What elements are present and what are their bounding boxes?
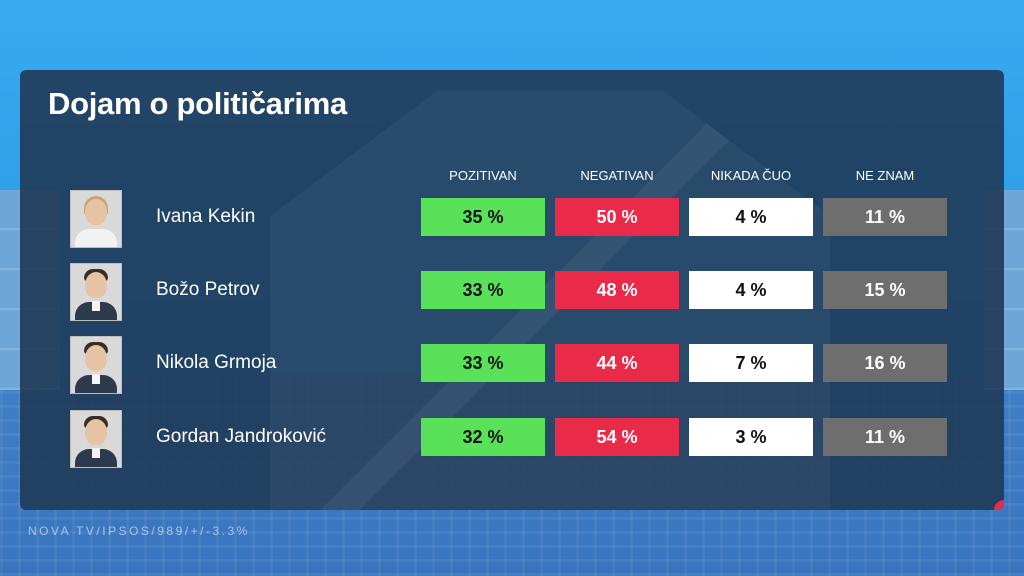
politician-name: Gordan Jandroković (156, 426, 327, 447)
value-negativan: 48 % (555, 271, 679, 309)
portrait-man-icon (70, 263, 122, 321)
column-header-pozitivan: POZITIVAN (449, 168, 517, 183)
value-pozitivan: 35 % (421, 198, 545, 236)
source-caption: NOVA TV/IPSOS/989/+/-3.3% (28, 524, 250, 538)
value-pozitivan: 32 % (421, 418, 545, 456)
portrait-man-icon (70, 410, 122, 468)
value-ne-znam: 11 % (823, 418, 947, 456)
politician-row: Božo Petrov 33 % 48 % 4 % 15 % (20, 263, 1004, 321)
value-pozitivan: 33 % (421, 271, 545, 309)
politician-name: Nikola Grmoja (156, 352, 277, 373)
value-negativan: 50 % (555, 198, 679, 236)
value-negativan: 54 % (555, 418, 679, 456)
politician-row: Ivana Kekin 35 % 50 % 4 % 11 % (20, 190, 1004, 248)
value-ne-znam: 16 % (823, 344, 947, 382)
value-nikada-cuo: 4 % (689, 198, 813, 236)
politician-row: Gordan Jandroković 32 % 54 % 3 % 11 % (20, 410, 1004, 468)
portrait-woman-icon (70, 190, 122, 248)
column-header-negativan: NEGATIVAN (580, 168, 654, 183)
corner-accent (994, 500, 1004, 510)
page-title: Dojam o političarima (48, 86, 347, 121)
value-ne-znam: 11 % (823, 198, 947, 236)
value-nikada-cuo: 7 % (689, 344, 813, 382)
politician-name: Božo Petrov (156, 279, 260, 300)
politician-row: Nikola Grmoja 33 % 44 % 7 % 16 % (20, 336, 1004, 394)
value-pozitivan: 33 % (421, 344, 545, 382)
column-header-nikada-cuo: NIKADA ČUO (710, 168, 792, 183)
portrait-man-icon (70, 336, 122, 394)
poll-panel: Dojam o političarima POZITIVAN NEGATIVAN… (20, 70, 1004, 510)
value-nikada-cuo: 4 % (689, 271, 813, 309)
column-header-ne-znam: NE ZNAM (855, 168, 915, 183)
value-ne-znam: 15 % (823, 271, 947, 309)
value-negativan: 44 % (555, 344, 679, 382)
politician-name: Ivana Kekin (156, 206, 256, 227)
value-nikada-cuo: 3 % (689, 418, 813, 456)
